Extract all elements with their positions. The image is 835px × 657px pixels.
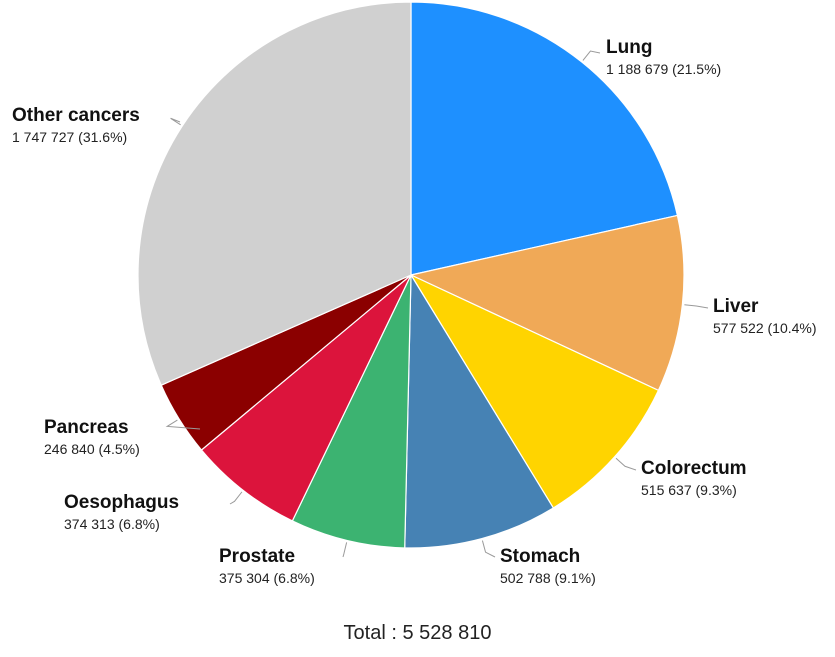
pie-slice-colorectum <box>409 273 660 509</box>
leader-line-stomach <box>481 540 496 558</box>
leader-line-lung <box>582 50 601 61</box>
slice-value-colorectum: 515 637 (9.3%) <box>641 482 737 498</box>
leader-line-other-cancers <box>170 117 181 126</box>
slice-label-colorectum: Colorectum <box>641 458 747 479</box>
slice-label-stomach: Stomach <box>500 546 580 567</box>
slice-label-liver: Liver <box>713 296 759 317</box>
leader-line-pancreas <box>165 419 201 430</box>
pie-slice-liver <box>409 214 685 392</box>
slice-label-oesophagus: Oesophagus <box>64 492 179 513</box>
leader-line-prostate <box>342 542 348 558</box>
slice-label-prostate: Prostate <box>219 546 295 567</box>
slice-value-stomach: 502 788 (9.1%) <box>500 570 596 586</box>
pie-slice-other-cancers <box>137 1 412 386</box>
slice-label-pancreas: Pancreas <box>44 417 129 438</box>
slice-value-oesophagus: 374 313 (6.8%) <box>64 516 160 532</box>
pie-slice-oesophagus <box>200 274 412 522</box>
slice-value-liver: 577 522 (10.4%) <box>713 320 817 336</box>
slice-label-other-cancers: Other cancers <box>12 105 140 126</box>
pie-slice-stomach <box>404 272 555 549</box>
pie-slice-lung <box>410 1 679 276</box>
leader-line-oesophagus <box>229 491 243 505</box>
slice-value-pancreas: 246 840 (4.5%) <box>44 441 140 457</box>
slice-value-other-cancers: 1 747 727 (31.6%) <box>12 129 127 145</box>
slice-value-lung: 1 188 679 (21.5%) <box>606 61 721 77</box>
pie-slice-prostate <box>291 274 412 549</box>
leader-line-colorectum <box>615 457 637 471</box>
total-label: Total : 5 528 810 <box>343 622 492 644</box>
leader-line-liver <box>684 304 709 309</box>
slice-value-prostate: 375 304 (6.8%) <box>219 570 315 586</box>
slice-label-lung: Lung <box>606 37 652 58</box>
